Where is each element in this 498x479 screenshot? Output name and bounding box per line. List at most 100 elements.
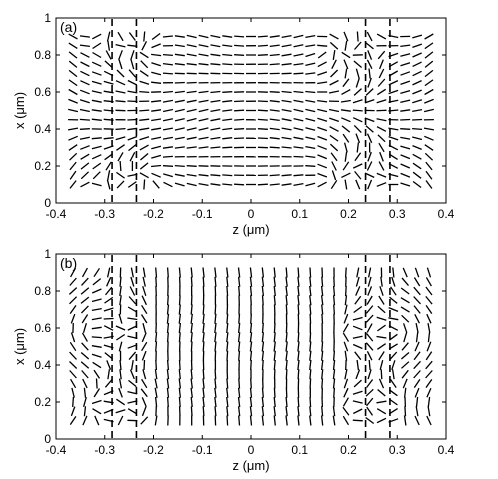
director-vector [403,332,408,343]
director-vector [389,379,397,388]
director-vector [80,361,90,369]
director-vector [115,100,126,103]
director-vector [237,332,241,343]
director-vector [305,155,316,159]
director-vector [119,160,122,172]
director-vector [80,296,90,304]
director-vector [67,127,79,131]
director-vector [293,44,304,48]
director-vector [186,99,197,103]
director-vector [424,135,434,141]
director-vector [391,360,396,370]
director-vector [293,182,304,187]
director-vector [68,33,78,40]
director-vector [214,378,217,389]
director-vector [139,51,149,59]
director-vector [139,118,150,121]
director-vector [342,415,350,426]
director-vector [95,378,98,389]
director-vector [198,99,209,103]
director-vector [285,295,288,306]
director-vector [424,42,434,50]
director-vector [190,304,193,315]
director-vector [388,333,398,341]
director-vector [68,51,78,59]
director-vector [214,406,217,417]
director-vector [105,50,112,60]
director-vector [424,51,434,59]
director-vector [400,44,411,48]
director-vector [198,182,209,187]
director-vector [202,341,205,352]
director-vector [91,345,102,348]
director-vector [130,59,135,70]
director-vector [427,322,431,334]
director-vector [151,32,161,41]
director-vector [162,165,174,167]
director-vector [352,390,363,395]
director-vector [424,69,434,78]
director-vector [103,317,114,320]
director-vector [234,100,245,103]
director-vector [321,378,324,389]
director-vector [353,305,363,314]
director-vector [106,179,111,190]
director-vector [412,43,423,49]
y-tick-label: 0.4 [34,122,51,136]
director-vector [415,332,419,343]
director-vector [297,359,300,371]
director-vector [379,286,384,296]
director-vector [104,296,114,304]
director-vector [198,90,209,94]
director-vector [151,154,162,159]
director-vector [377,78,386,87]
director-vector [143,31,146,42]
director-vector [273,267,276,278]
director-vector [92,42,102,50]
director-vector [80,145,90,150]
director-vector [210,118,221,122]
director-vector [174,53,185,57]
director-vector [261,387,264,398]
director-vector [83,387,87,398]
director-vector [141,41,148,51]
x-tick-label: 0.3 [389,207,406,221]
director-vector [128,69,137,78]
director-vector [317,51,327,59]
director-vector [273,415,276,426]
director-vector [174,146,185,149]
director-vector [155,276,158,287]
director-vector [426,267,432,278]
director-vector [377,389,386,397]
director-vector [151,164,162,168]
y-tick-label: 0.8 [34,284,51,298]
director-vector [139,144,149,151]
director-vector [425,277,432,287]
director-vector [140,314,148,324]
director-vector [238,378,241,389]
director-vector [202,313,205,324]
director-vector [281,99,292,103]
director-vector [425,351,433,361]
director-vector [151,53,162,57]
director-vector [104,60,113,69]
x-tick-label: 0.3 [389,443,406,457]
director-vector [330,179,338,190]
director-vector [368,359,371,371]
director-vector [141,378,148,389]
director-vector [269,183,280,186]
director-vector [365,42,374,50]
x-tick-label: 0.2 [340,207,357,221]
director-vector [354,170,362,180]
director-vector [68,69,78,78]
director-vector [427,396,431,408]
director-vector [214,304,217,315]
y-tick-label: 0.2 [34,395,51,409]
director-vector [202,322,205,334]
director-vector [178,359,181,371]
director-vector [210,53,221,57]
director-vector [222,118,233,122]
director-vector [202,304,205,315]
director-vector [91,118,102,121]
panel-b-dashed-lines [111,255,391,438]
